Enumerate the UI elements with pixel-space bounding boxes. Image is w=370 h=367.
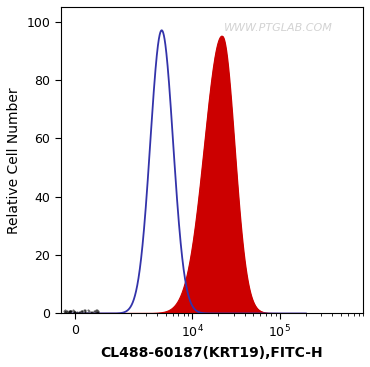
Y-axis label: Relative Cell Number: Relative Cell Number [7, 87, 21, 233]
X-axis label: CL488-60187(KRT19),FITC-H: CL488-60187(KRT19),FITC-H [101, 346, 323, 360]
Text: WWW.PTGLAB.COM: WWW.PTGLAB.COM [224, 23, 333, 33]
